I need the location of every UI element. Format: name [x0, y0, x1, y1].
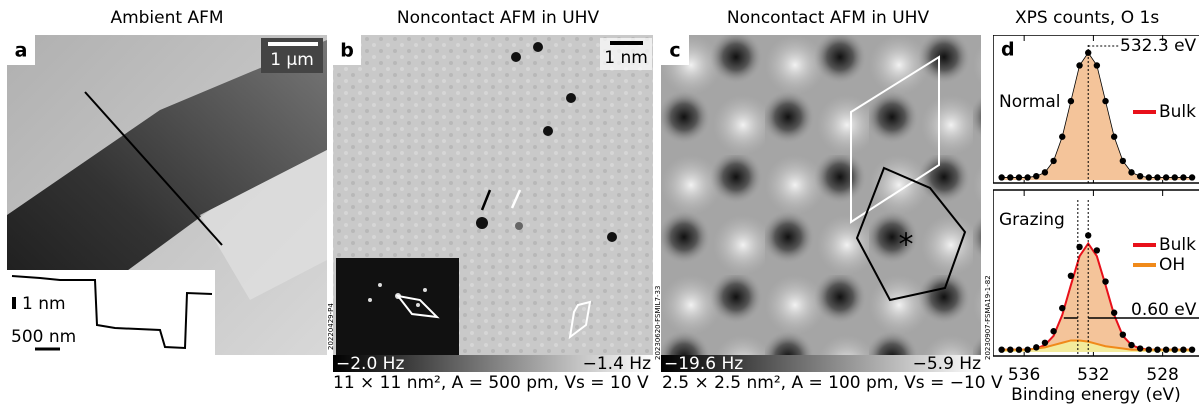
data-point	[998, 174, 1004, 180]
data-point	[1137, 345, 1143, 351]
inset-length: 500 nm	[11, 327, 76, 347]
data-point	[1024, 174, 1030, 180]
data-point	[1180, 346, 1186, 352]
data-point	[1042, 340, 1048, 346]
panel-d: XPS counts, O 1s d Binding energy (eV) B…	[993, 8, 1199, 405]
data-point	[1007, 346, 1013, 352]
height-bar	[12, 297, 16, 309]
caption: 11 × 11 nm², A = 500 pm, Vs = 10 V	[333, 373, 649, 393]
data-point	[1033, 344, 1039, 350]
data-point	[1154, 346, 1160, 352]
data-point	[1016, 346, 1022, 352]
data-point	[1007, 174, 1013, 180]
data-point	[1042, 169, 1048, 175]
panel-b: b 1 nm −2.0 Hz −1.4 Hz 11 × 11 nm², A = …	[333, 8, 662, 393]
caption: 2.5 × 2.5 nm², A = 100 pm, Vs = −10 V	[662, 373, 1003, 393]
data-point	[1137, 173, 1143, 179]
data-point	[1068, 273, 1074, 279]
x-axis-label: Binding energy (eV)	[1011, 385, 1181, 405]
file-id: 20230620-FSMIL7-33	[654, 286, 662, 360]
data-point	[1094, 62, 1100, 68]
x-tick-label: 536	[1008, 365, 1040, 385]
annotation: 0.60 eV	[1131, 300, 1197, 320]
data-point	[1050, 328, 1056, 334]
panel-label: b	[340, 40, 354, 62]
data-point	[1180, 174, 1186, 180]
data-point	[1154, 174, 1160, 180]
data-point	[1163, 346, 1169, 352]
panel-label: d	[1001, 39, 1015, 61]
data-point	[1189, 174, 1195, 180]
data-point	[1102, 98, 1108, 104]
panel-title: Noncontact AFM in UHV	[397, 8, 600, 28]
data-point	[1120, 158, 1126, 164]
x-tick-label: 532	[1077, 365, 1109, 385]
data-point	[1059, 134, 1065, 140]
colorbar-min: −19.6 Hz	[664, 354, 743, 374]
data-point	[1189, 346, 1195, 352]
data-point	[1024, 346, 1030, 352]
data-point	[1033, 173, 1039, 179]
data-point	[1085, 232, 1091, 238]
x-tick-label: 528	[1146, 365, 1178, 385]
data-point	[998, 346, 1004, 352]
inset-height: 1 nm	[22, 294, 66, 314]
colorbar-min: −2.0 Hz	[336, 354, 404, 374]
panel-label: a	[15, 40, 28, 62]
subplot-name: Normal	[999, 92, 1061, 112]
fft-inset	[336, 258, 459, 355]
figure: a 1 µm 1 nm 500 nm 20220429-P4 Ambient A…	[0, 0, 1199, 405]
panel-label: c	[669, 40, 680, 62]
afm-image	[661, 35, 981, 355]
legend-label: Bulk	[1159, 235, 1196, 255]
data-point	[1050, 158, 1056, 164]
data-point	[1085, 50, 1091, 56]
scale-text: 1 nm	[604, 48, 648, 68]
data-point	[1076, 62, 1082, 68]
subplot-name: Grazing	[999, 210, 1065, 230]
colorbar-max: −1.4 Hz	[583, 354, 651, 374]
data-point	[1016, 174, 1022, 180]
star: *	[899, 228, 914, 263]
legend-label: OH	[1159, 255, 1185, 275]
panel-title: Noncontact AFM in UHV	[727, 8, 930, 28]
data-point	[1068, 98, 1074, 104]
data-point	[1102, 278, 1108, 284]
data-point	[1128, 169, 1134, 175]
data-point	[1172, 346, 1178, 352]
data-point	[1146, 174, 1152, 180]
panel-title: Ambient AFM	[110, 8, 223, 28]
data-point	[1172, 174, 1178, 180]
panel-title: XPS counts, O 1s	[1015, 8, 1159, 28]
annotation: 532.3 eV	[1120, 36, 1197, 56]
data-point	[1163, 174, 1169, 180]
file-id: 20230907-FSMA19-1-82	[984, 275, 992, 360]
panel-a: a 1 µm 1 nm 500 nm 20220429-P4 Ambient A…	[7, 8, 335, 355]
legend-label: Bulk	[1159, 102, 1196, 122]
data-point	[1120, 331, 1126, 337]
data-point	[1111, 134, 1117, 140]
colorbar-max: −5.9 Hz	[913, 354, 981, 374]
data-point	[1076, 244, 1082, 250]
panel-c: * c −19.6 Hz −5.9 Hz 2.5 × 2.5 nm², A = …	[661, 8, 1003, 393]
data-point	[1094, 247, 1100, 253]
data-point	[1111, 310, 1117, 316]
data-point	[1128, 342, 1134, 348]
scale-text: 1 µm	[270, 50, 314, 70]
data-point	[1059, 305, 1065, 311]
data-point	[1146, 346, 1152, 352]
